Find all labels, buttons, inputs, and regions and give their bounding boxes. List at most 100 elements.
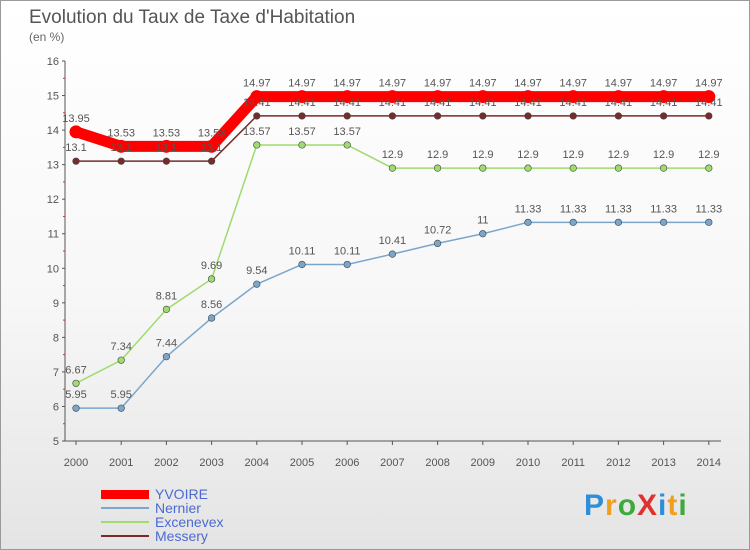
data-label: 13.57 (243, 126, 271, 138)
legend-line-swatch (101, 507, 149, 509)
data-point (614, 164, 623, 172)
data-point (162, 157, 170, 165)
y-tick-label: 8 (53, 332, 59, 344)
data-label: 14.97 (695, 78, 723, 90)
data-point (614, 218, 623, 226)
data-label: 10.11 (289, 245, 316, 257)
data-label: 14.41 (424, 97, 452, 109)
legend-line-swatch (101, 535, 149, 537)
x-tick-label: 2002 (154, 457, 178, 469)
data-point (298, 141, 306, 149)
data-label: 14.97 (469, 78, 497, 90)
data-point (117, 356, 125, 364)
data-label: 6.67 (65, 364, 86, 376)
series-line-nernier (76, 221, 709, 409)
legend-label: YVOIRE (155, 486, 208, 502)
data-label: 13.1 (201, 142, 222, 154)
data-point (343, 112, 351, 120)
data-label: 14.97 (514, 78, 542, 90)
logo-letter: t (667, 489, 679, 522)
data-point (479, 164, 487, 172)
y-tick-label: 12 (47, 194, 59, 206)
data-label: 14.41 (288, 97, 316, 109)
data-point (250, 90, 264, 104)
x-tick-label: 2011 (561, 457, 585, 469)
data-point (659, 218, 668, 226)
data-label: 14.41 (469, 97, 497, 109)
data-point (117, 404, 125, 412)
data-point (524, 218, 532, 226)
legend-item: Nernier (101, 501, 223, 515)
data-label: 14.41 (559, 97, 587, 109)
data-label: 8.81 (156, 290, 177, 302)
data-label: 12.9 (653, 149, 674, 161)
x-tick-label: 2010 (516, 457, 540, 469)
data-point (205, 139, 219, 153)
data-point (388, 164, 397, 172)
data-label: 11.33 (515, 203, 542, 215)
y-tick-label: 13 (47, 160, 59, 172)
data-point (208, 157, 216, 165)
data-label: 12.9 (698, 149, 719, 161)
legend-item: Excenevex (101, 515, 223, 529)
data-label: 14.41 (243, 97, 271, 109)
data-label: 13.1 (65, 142, 86, 154)
data-label: 13.53 (153, 127, 181, 139)
data-label: 5.95 (65, 389, 86, 401)
data-label: 12.9 (517, 149, 538, 161)
data-point (524, 164, 532, 172)
data-point (569, 164, 577, 172)
data-point (614, 112, 623, 120)
data-point (705, 112, 713, 120)
data-label: 5.95 (110, 389, 131, 401)
logo-letter: X (637, 489, 659, 522)
legend-item: Messery (101, 529, 223, 543)
x-tick-label: 2003 (199, 457, 223, 469)
data-label: 13.1 (110, 142, 131, 154)
data-label: 14.97 (424, 78, 452, 90)
data-label: 13.57 (333, 126, 361, 138)
data-label: 12.9 (472, 149, 493, 161)
data-label: 14.41 (695, 97, 723, 109)
x-tick-label: 2014 (697, 457, 721, 469)
data-point (388, 112, 397, 120)
data-label: 14.97 (288, 78, 316, 90)
data-point (705, 164, 713, 172)
data-label: 14.97 (650, 78, 678, 90)
x-tick-label: 2005 (290, 457, 314, 469)
x-tick-label: 2004 (245, 457, 269, 469)
x-tick-label: 2000 (64, 457, 88, 469)
data-point (659, 164, 668, 172)
data-point (385, 90, 399, 104)
x-tick-label: 2012 (606, 457, 630, 469)
data-label: 14.97 (379, 78, 407, 90)
data-label: 11 (477, 215, 488, 227)
x-tick-label: 2013 (651, 457, 675, 469)
data-label: 14.41 (333, 97, 361, 109)
data-point (208, 275, 216, 283)
data-label: 14.41 (605, 97, 633, 109)
y-tick-label: 15 (47, 91, 59, 103)
data-point (72, 379, 80, 387)
logo-letter: o (617, 489, 638, 522)
y-tick-label: 6 (53, 401, 59, 413)
data-point (569, 218, 577, 226)
data-label: 9.54 (246, 265, 267, 277)
data-label: 12.9 (382, 149, 403, 161)
y-tick-label: 14 (47, 125, 59, 137)
y-axis-units-label: (en %) (29, 30, 65, 44)
data-point (253, 112, 261, 120)
data-label: 14.97 (243, 78, 271, 90)
data-point (298, 260, 306, 269)
data-point (566, 90, 580, 104)
data-point (611, 90, 625, 104)
data-label: 11.33 (560, 203, 587, 215)
data-point (340, 90, 354, 104)
data-label: 8.56 (201, 299, 222, 311)
y-tick-label: 10 (47, 263, 59, 275)
data-label: 13.95 (62, 113, 90, 125)
y-tick-label: 11 (48, 229, 59, 241)
data-point (521, 90, 535, 104)
